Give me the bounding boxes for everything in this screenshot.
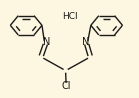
Text: HCl: HCl (62, 12, 77, 21)
Text: Cl: Cl (61, 81, 71, 91)
Text: N: N (82, 37, 89, 47)
Text: N: N (43, 37, 50, 47)
